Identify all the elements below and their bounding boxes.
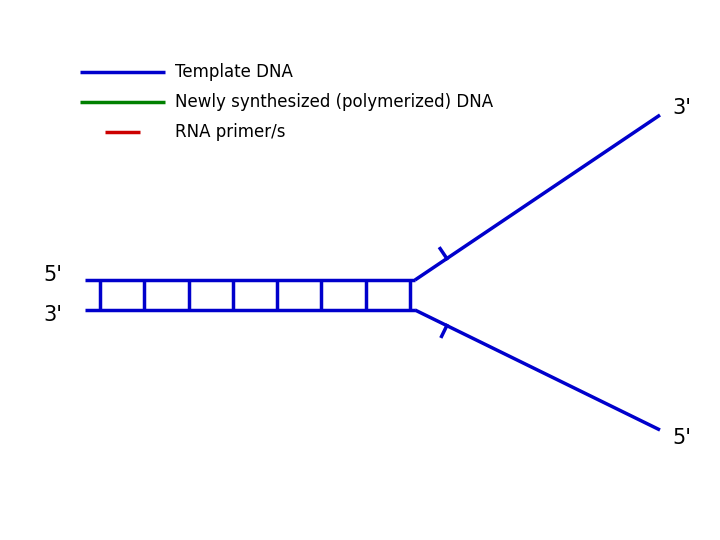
Text: 3': 3' (672, 98, 691, 118)
Text: Template DNA: Template DNA (175, 63, 293, 81)
Text: 5': 5' (672, 428, 691, 448)
Text: Newly synthesized (polymerized) DNA: Newly synthesized (polymerized) DNA (175, 93, 493, 111)
Text: RNA primer/s: RNA primer/s (175, 123, 286, 141)
Text: 3': 3' (43, 305, 62, 325)
Text: 5': 5' (43, 265, 62, 285)
